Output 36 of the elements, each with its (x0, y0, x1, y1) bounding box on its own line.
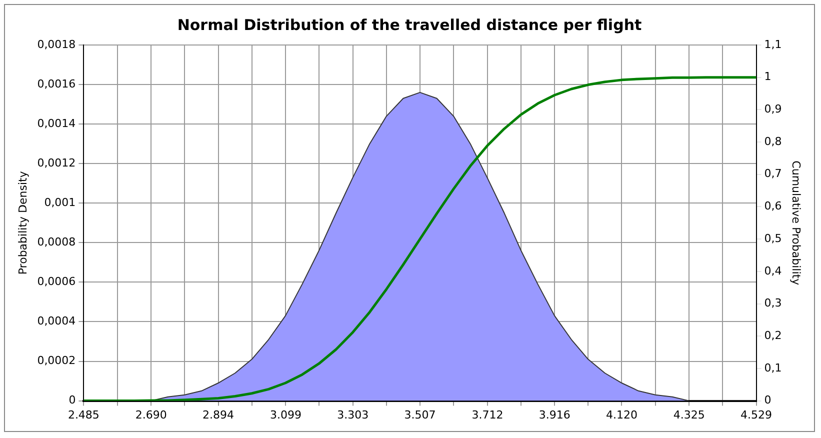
y2-tick-label: 0,2 (764, 328, 782, 342)
y-tick-label: 0,0004 (37, 314, 76, 328)
x-tick-label: 4.529 (740, 408, 772, 422)
y2-tick-label: 0,5 (764, 232, 782, 245)
y2-tick-label: 0,9 (764, 102, 782, 116)
x-tick-label: 3.303 (337, 408, 369, 422)
y-tick-label: 0,0014 (37, 116, 76, 130)
y2-tick-label: 0,4 (764, 264, 782, 278)
x-tick-label: 3.507 (404, 408, 436, 422)
y2-tick-label: 1 (764, 70, 772, 84)
y2-tick-label: 0,7 (764, 167, 782, 180)
y-tick-label: 0,0008 (37, 236, 76, 249)
x-tick-label: 3.916 (538, 408, 570, 422)
x-tick-label: 3.712 (472, 408, 504, 422)
x-tick-label: 2.485 (68, 408, 100, 422)
y-tick-label: 0,0018 (37, 38, 76, 51)
chart-title: Normal Distribution of the travelled distance per flight (177, 16, 642, 34)
x-tick-label: 2.894 (202, 408, 234, 422)
y2-tick-label: 0 (764, 394, 772, 407)
y-axis-title: Probability Density (16, 170, 30, 275)
y2-tick-label: 1,1 (764, 38, 782, 51)
y-tick-label: 0,001 (44, 196, 76, 209)
y-tick-label: 0,0006 (37, 275, 76, 288)
y-tick-label: 0,0012 (37, 156, 76, 170)
x-tick-label: 2.690 (135, 408, 167, 422)
y2-axis-title: Cumulative Probability (790, 160, 803, 286)
x-tick-label: 4.325 (673, 408, 705, 422)
x-tick-label: 4.120 (606, 408, 638, 422)
y-tick-label: 0,0016 (37, 77, 76, 90)
y-tick-label: 0 (68, 394, 76, 407)
y2-tick-label: 0,3 (764, 296, 782, 310)
y2-tick-label: 0,8 (764, 134, 782, 148)
x-tick-label: 3.099 (270, 408, 302, 422)
y2-tick-label: 0,6 (764, 200, 782, 213)
y-tick-label: 0,0002 (37, 354, 76, 368)
y2-tick-label: 0,1 (764, 361, 782, 374)
